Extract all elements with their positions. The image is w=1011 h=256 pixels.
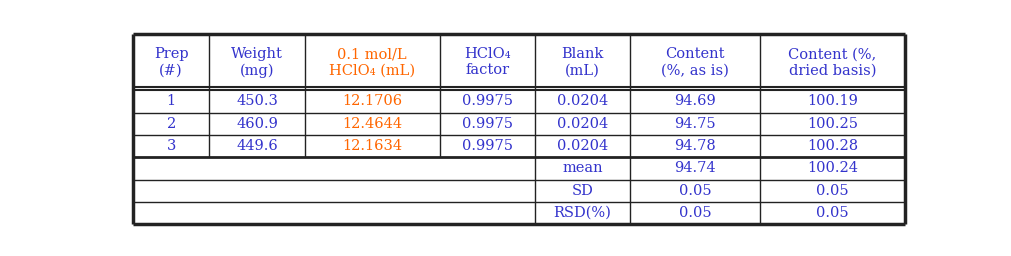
- Text: 0.05: 0.05: [678, 184, 711, 198]
- Text: Weight
(mg): Weight (mg): [231, 47, 283, 78]
- Text: mean: mean: [562, 162, 603, 175]
- Text: 0.9975: 0.9975: [461, 94, 513, 109]
- Text: Content (%,
dried basis): Content (%, dried basis): [788, 47, 876, 77]
- Text: 1: 1: [167, 94, 176, 109]
- Text: 12.4644: 12.4644: [342, 117, 401, 131]
- Text: 100.24: 100.24: [806, 162, 857, 175]
- Text: 94.74: 94.74: [674, 162, 716, 175]
- Text: 0.0204: 0.0204: [556, 94, 608, 109]
- Text: 100.28: 100.28: [806, 139, 857, 153]
- Text: HClO₄
factor: HClO₄ factor: [463, 47, 511, 77]
- Text: 0.05: 0.05: [815, 184, 848, 198]
- Text: 100.19: 100.19: [806, 94, 857, 109]
- Text: 0.9975: 0.9975: [461, 139, 513, 153]
- Text: RSD(%): RSD(%): [553, 206, 611, 220]
- Text: Content
(%, as is): Content (%, as is): [661, 47, 729, 77]
- Text: 12.1706: 12.1706: [342, 94, 401, 109]
- Text: 100.25: 100.25: [806, 117, 857, 131]
- Text: 460.9: 460.9: [236, 117, 278, 131]
- Text: 94.75: 94.75: [674, 117, 716, 131]
- Text: 2: 2: [167, 117, 176, 131]
- Text: 94.78: 94.78: [673, 139, 716, 153]
- Text: 0.1 mol/L
HClO₄ (mL): 0.1 mol/L HClO₄ (mL): [329, 47, 415, 77]
- Text: 0.05: 0.05: [678, 206, 711, 220]
- Text: Prep
(#): Prep (#): [154, 47, 188, 77]
- Text: 0.9975: 0.9975: [461, 117, 513, 131]
- Text: 3: 3: [166, 139, 176, 153]
- Text: 12.1634: 12.1634: [342, 139, 401, 153]
- Text: Blank
(mL): Blank (mL): [561, 47, 604, 77]
- Text: 94.69: 94.69: [673, 94, 716, 109]
- Text: 0.0204: 0.0204: [556, 139, 608, 153]
- Text: SD: SD: [571, 184, 592, 198]
- Text: 0.0204: 0.0204: [556, 117, 608, 131]
- Text: 449.6: 449.6: [236, 139, 278, 153]
- Text: 450.3: 450.3: [236, 94, 278, 109]
- Text: 0.05: 0.05: [815, 206, 848, 220]
